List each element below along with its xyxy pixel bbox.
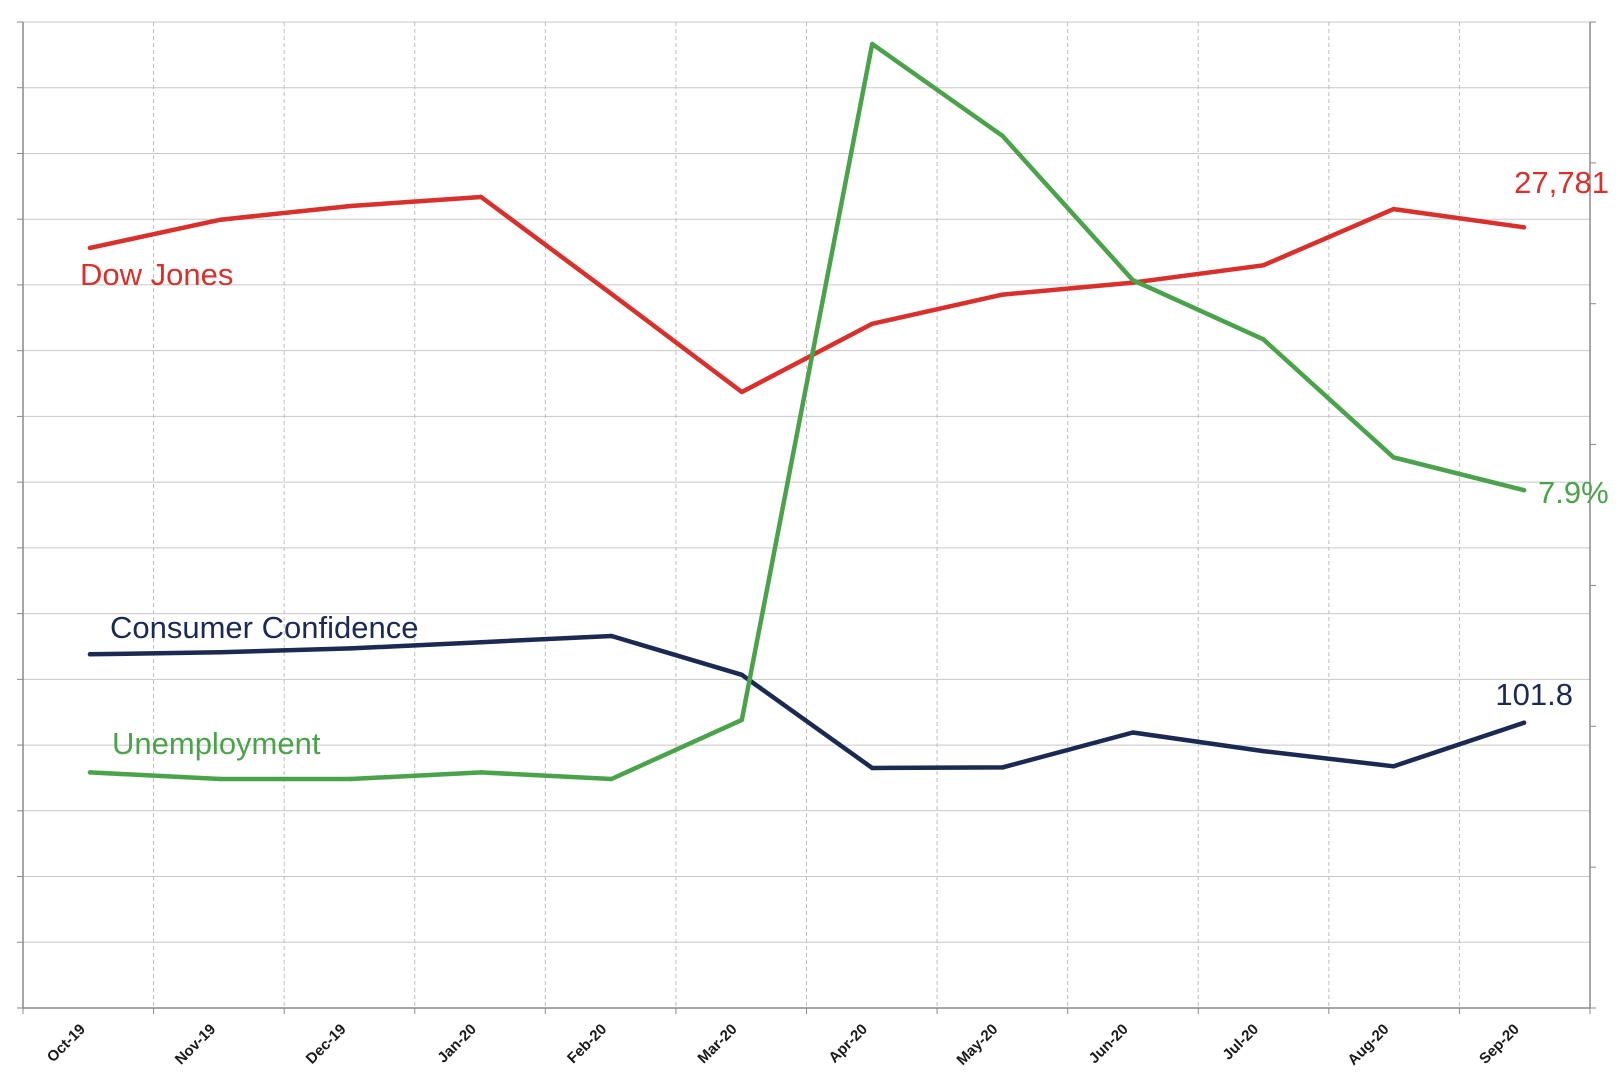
x-tick-label: Jul-20	[1219, 1021, 1262, 1064]
consumer-confidence-point	[218, 650, 223, 655]
x-tick-label: Mar-20	[694, 1021, 740, 1067]
consumer-confidence-point	[1391, 764, 1396, 769]
unemployment-point	[87, 770, 93, 775]
unemployment-point	[739, 717, 745, 723]
x-axis-ticks: Oct-19 Nov-19 Dec-19 Jan-20 Feb-20 Mar-20 Apr-…	[44, 1021, 1523, 1069]
consumer-confidence-point	[478, 639, 484, 645]
consumer-confidence-point	[1130, 730, 1136, 735]
dow-jones-end-label: 27,781	[1514, 165, 1609, 200]
consumer-confidence-point	[609, 633, 614, 639]
dow-jones-point	[1391, 206, 1396, 212]
consumer-confidence-point	[348, 646, 353, 651]
consumer-confidence-series-label: Consumer Confidence	[110, 610, 418, 645]
dow-jones-series-label: Dow Jones	[80, 257, 233, 292]
dow-jones-point	[87, 245, 93, 251]
dow-jones-point	[218, 217, 223, 222]
unemployment-point	[348, 776, 353, 782]
consumer-confidence-point	[1521, 720, 1527, 725]
unemployment-point	[1521, 488, 1527, 493]
dow-jones-point	[1521, 225, 1527, 230]
consumer-confidence-point	[1261, 748, 1266, 754]
dow-jones-point	[609, 291, 614, 297]
chart-axes	[17, 21, 1596, 1014]
unemployment-series-label: Unemployment	[112, 726, 321, 761]
x-tick-label: Jun-20	[1086, 1021, 1132, 1067]
unemployment-point	[1391, 455, 1396, 460]
unemployment-point	[218, 776, 223, 782]
consumer-confidence-point	[739, 672, 745, 678]
dow-jones-point	[1000, 292, 1005, 297]
unemployment-point	[1000, 133, 1005, 139]
x-tick-label: May-20	[953, 1021, 1001, 1069]
dow-jones-line	[87, 194, 1527, 395]
dow-jones-point	[478, 194, 484, 200]
chart-grid	[23, 21, 1591, 1008]
x-tick-label: Oct-19	[44, 1021, 89, 1066]
unemployment-line	[87, 41, 1527, 782]
x-tick-label: Aug-20	[1344, 1021, 1392, 1069]
dow-jones-point	[348, 203, 353, 209]
unemployment-point	[869, 41, 875, 47]
x-tick-label: Feb-20	[564, 1021, 610, 1067]
dow-jones-point	[739, 389, 745, 395]
x-tick-label: Dec-19	[303, 1021, 350, 1068]
consumer-confidence-point	[87, 652, 93, 657]
consumer-confidence-line	[87, 633, 1527, 771]
x-tick-label: Jan-20	[434, 1021, 480, 1067]
x-tick-label: Nov-19	[172, 1021, 219, 1068]
x-tick-label: Sep-20	[1476, 1021, 1523, 1068]
consumer-confidence-end-label: 101.8	[1495, 677, 1573, 712]
dow-jones-point	[869, 321, 875, 326]
dow-jones-point	[1261, 263, 1266, 268]
unemployment-point	[1261, 337, 1266, 342]
unemployment-point	[609, 776, 614, 782]
unemployment-point	[478, 770, 484, 775]
consumer-confidence-point	[1000, 765, 1005, 770]
x-tick-label: Apr-20	[825, 1021, 871, 1067]
unemployment-point	[1130, 278, 1136, 283]
series-layer	[87, 41, 1527, 782]
consumer-confidence-point	[869, 765, 875, 771]
unemployment-end-label: 7.9%	[1538, 475, 1609, 510]
